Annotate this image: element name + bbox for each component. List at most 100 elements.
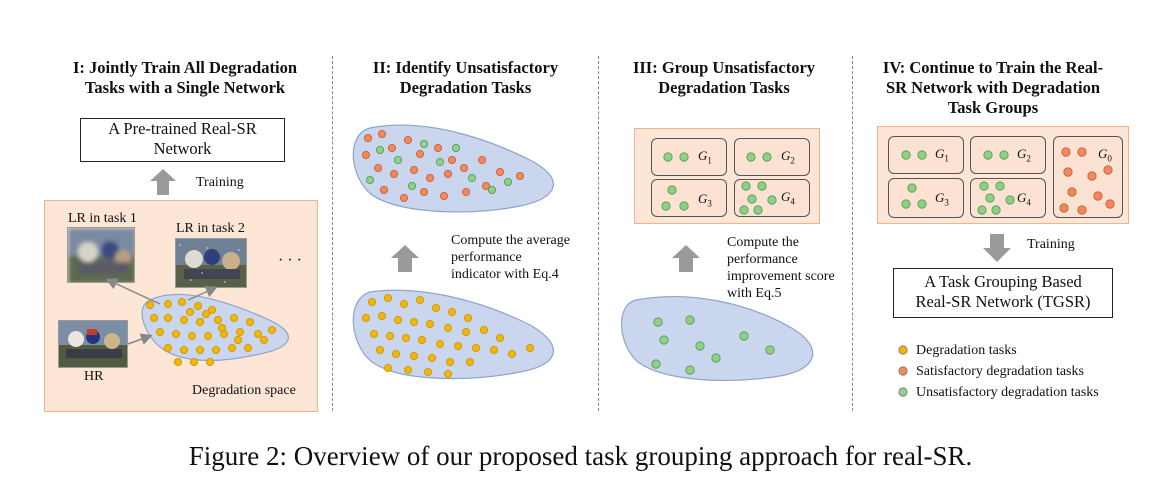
satisfactory-task-dot <box>1061 147 1071 157</box>
satisfactory-task-dot <box>1077 205 1087 215</box>
pretrained-network-line1: A Pre-trained Real-SR <box>108 119 257 138</box>
unsatisfactory-task-dot <box>767 195 777 205</box>
satisfactory-task-dot <box>443 169 452 178</box>
degradation-task-dot <box>213 315 222 324</box>
unsatisfactory-task-dot <box>661 201 671 211</box>
unsatisfactory-task-dot <box>375 145 384 154</box>
legend-dot-1 <box>898 345 908 355</box>
degradation-task-dot <box>187 331 196 340</box>
degradation-task-dot <box>375 345 384 354</box>
degradation-task-dot <box>447 307 456 316</box>
unsatisfactory-task-dot <box>435 157 444 166</box>
satisfactory-task-dot <box>363 133 372 142</box>
unsatisfactory-task-dot <box>651 359 661 369</box>
unsatisfactory-task-dot <box>977 205 987 215</box>
panel-3-title-line1: III: Group Unsatisfactory <box>632 58 816 77</box>
satisfactory-task-dot <box>1105 199 1115 209</box>
unsatisfactory-task-dot <box>979 181 989 191</box>
degradation-task-dot <box>367 297 376 306</box>
unsatisfactory-task-dot <box>695 341 705 351</box>
degradation-task-dot <box>417 335 426 344</box>
unsatisfactory-task-dot <box>679 152 689 162</box>
satisfactory-task-dot <box>415 149 424 158</box>
hr-image <box>58 320 128 368</box>
final-group-g3: G3 <box>888 178 964 218</box>
all-tasks-blob <box>352 289 554 380</box>
degradation-task-dot <box>383 293 392 302</box>
degradation-task-dot <box>465 357 474 366</box>
lr-task1-image <box>67 227 135 283</box>
unsatisfactory-task-dot <box>983 150 993 160</box>
legend-dot-3 <box>898 387 908 397</box>
satisfactory-task-dot <box>1059 203 1069 213</box>
satisfactory-task-dot <box>459 163 468 172</box>
degradation-task-dot <box>489 345 498 354</box>
hr-label: HR <box>84 369 104 384</box>
unsatisfactory-task-dot <box>762 152 772 162</box>
degradation-task-dot <box>235 327 244 336</box>
panel-3-note-line3: improvement score <box>727 269 835 284</box>
satisfactory-task-dot <box>495 167 504 176</box>
unsatisfactory-task-dot <box>407 181 416 190</box>
unsatisfactory-task-dot <box>995 181 1005 191</box>
degradation-task-dot <box>401 333 410 342</box>
degradation-task-dot <box>145 300 154 309</box>
degradation-task-dot <box>163 343 172 352</box>
legend-satisfactory-tasks: Satisfactory degradation tasks <box>916 364 1084 379</box>
unsatisfactory-task-dot <box>653 317 663 327</box>
degradation-task-dot <box>201 309 210 318</box>
satisfactory-task-dot <box>447 155 456 164</box>
unsatisfactory-task-dot <box>746 152 756 162</box>
final-group-g4-label: G4 <box>1017 190 1031 208</box>
figure-caption: Figure 2: Overview of our proposed task … <box>188 441 973 471</box>
degradation-task-dot <box>393 315 402 324</box>
degradation-task-dot <box>369 329 378 338</box>
group-g3: G3 <box>651 179 727 217</box>
panel-2-title-line2: Degradation Tasks <box>399 78 532 97</box>
panel-3-diagrams <box>621 152 814 381</box>
degradation-task-dot <box>361 313 370 322</box>
unsatisfactory-task-dot <box>365 175 374 184</box>
degradation-task-dot <box>171 329 180 338</box>
satisfactory-task-dot <box>439 191 448 200</box>
group-g4-label: G4 <box>781 189 795 207</box>
panel-4-diagrams <box>898 147 1115 397</box>
unsatisfactory-task-dot <box>739 205 749 215</box>
panel-2-note-line3: indicator with Eq.4 <box>451 267 559 282</box>
unsatisfactory-task-dot <box>917 199 927 209</box>
degradation-task-dot <box>211 345 220 354</box>
tgsr-network-line2: Real-SR Network (TGSR) <box>915 292 1091 311</box>
panel-3-title-line2: Degradation Tasks <box>658 78 790 97</box>
lr-task2-image <box>175 238 247 288</box>
final-group-g1-label: G1 <box>935 146 949 164</box>
degradation-task-dot <box>409 351 418 360</box>
degradation-task-dot <box>155 327 164 336</box>
group-g2-label: G2 <box>781 148 795 166</box>
satisfactory-task-dot <box>516 171 525 180</box>
final-group-g3-label: G3 <box>935 190 949 208</box>
degradation-task-dot <box>193 301 202 310</box>
degradation-task-dot <box>149 313 158 322</box>
unsatisfactory-task-dot <box>753 205 763 215</box>
unsatisfactory-task-dot <box>451 143 460 152</box>
unsatisfactory-task-dot <box>1005 195 1015 205</box>
unsatisfactory-task-dot <box>659 335 669 345</box>
unsatisfactory-tasks-blob <box>621 296 814 381</box>
tgsr-network-line1: A Task Grouping Based <box>924 272 1082 291</box>
degradation-task-dot <box>233 335 242 344</box>
satisfactory-task-dot <box>373 163 382 172</box>
group-g3-label: G3 <box>698 191 712 209</box>
panel-2-title: II: Identify Unsatisfactory Degradation … <box>338 58 593 98</box>
degradation-task-dot <box>245 317 254 326</box>
panel-4-title-line2: SR Network with Degradation <box>885 78 1101 97</box>
unsatisfactory-task-dot <box>679 201 689 211</box>
degradation-task-dot <box>425 319 434 328</box>
degradation-task-dot <box>185 307 194 316</box>
satisfactory-task-dot <box>361 150 370 159</box>
unsatisfactory-task-dot <box>741 181 751 191</box>
training-arrow-down-4 <box>983 234 1011 262</box>
panel-3-note-line2: performance <box>727 252 798 267</box>
panel-2-note: Compute the average performance indicato… <box>451 232 570 283</box>
satisfactory-task-dot <box>409 165 418 174</box>
legend-unsatisfactory-tasks: Unsatisfactory degradation tasks <box>916 385 1099 400</box>
